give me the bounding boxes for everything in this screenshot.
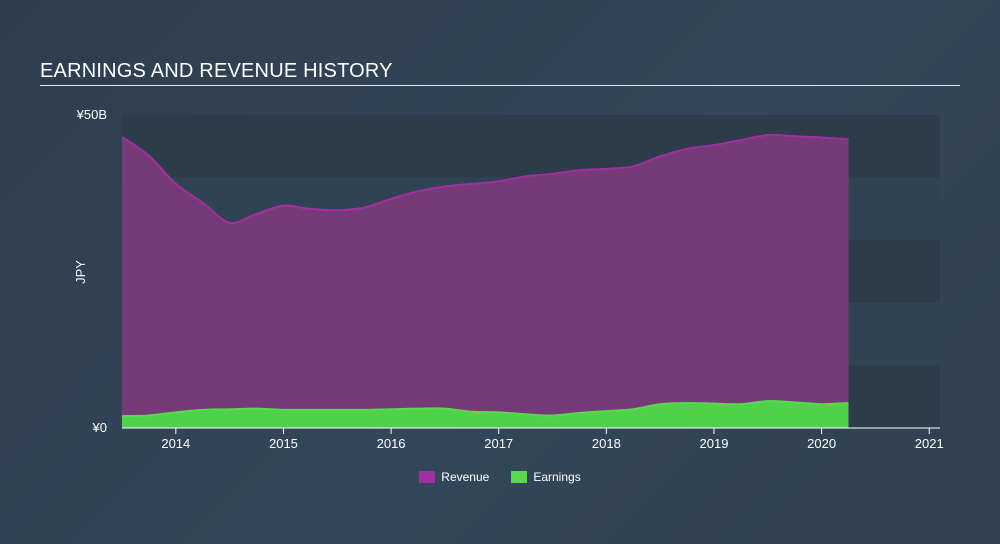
x-tick-label: 2014 <box>161 436 190 451</box>
revenue-swatch <box>419 471 436 483</box>
legend-label-revenue: Revenue <box>441 470 490 484</box>
series-areas <box>121 133 849 428</box>
x-tick-label: 2021 <box>915 436 944 451</box>
earnings-swatch <box>511 471 528 483</box>
x-tick-label: 2016 <box>377 436 406 451</box>
x-tick-label: 2020 <box>807 436 836 451</box>
x-tick-label: 2018 <box>592 436 621 451</box>
x-tick-label: 2015 <box>269 436 298 451</box>
x-tick-label: 2019 <box>700 436 729 451</box>
chart-title: EARNINGS AND REVENUE HISTORY <box>40 60 393 82</box>
y-tick-label-max: ¥50B <box>76 107 107 122</box>
line-earnings <box>121 400 849 418</box>
legend-item-revenue[interactable]: Revenue <box>419 470 489 484</box>
x-axis: 2014 2015 2016 2017 2018 2019 2020 2021 <box>122 427 944 451</box>
legend: Revenue Earnings <box>0 470 1000 484</box>
legend-label-earnings: Earnings <box>533 470 581 484</box>
title-divider <box>40 85 960 86</box>
area-earnings <box>122 401 849 428</box>
y-axis-labels: ¥50B ¥0 JPY <box>73 107 107 435</box>
y-axis-title: JPY <box>73 260 88 284</box>
x-tick-label: 2017 <box>484 436 513 451</box>
line-revenue <box>121 133 849 224</box>
y-tick-label-zero: ¥0 <box>92 420 107 435</box>
legend-item-earnings[interactable]: Earnings <box>511 470 581 484</box>
